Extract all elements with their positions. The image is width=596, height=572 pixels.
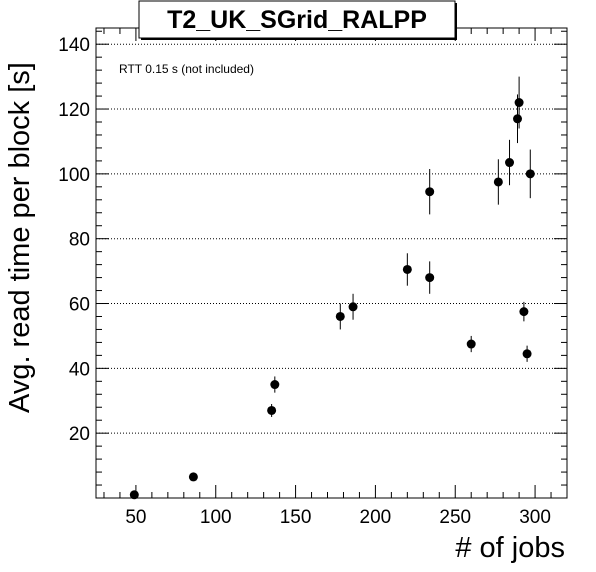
data-points bbox=[129, 76, 535, 500]
data-point bbox=[425, 273, 435, 283]
x-tick-label: 200 bbox=[360, 507, 392, 528]
data-point bbox=[267, 405, 277, 415]
y-tick-label: 20 bbox=[69, 424, 90, 445]
data-point bbox=[522, 349, 532, 359]
chart-title: T2_UK_SGrid_RALPP bbox=[167, 6, 427, 34]
data-point bbox=[505, 158, 515, 168]
plot-frame bbox=[95, 27, 568, 499]
data-point bbox=[514, 98, 524, 108]
y-tick-label: 40 bbox=[69, 359, 90, 380]
y-tick-label: 100 bbox=[58, 165, 90, 186]
data-point bbox=[335, 311, 345, 321]
data-point bbox=[270, 380, 280, 390]
annotation-text: RTT 0.15 s (not included) bbox=[119, 62, 254, 76]
x-tick-label: 150 bbox=[280, 507, 312, 528]
y-tick-label: 140 bbox=[58, 35, 90, 56]
data-point bbox=[188, 472, 198, 482]
y-tick-label: 80 bbox=[69, 230, 90, 251]
y-axis-ticks: 20 40 60 80 100 120 140 bbox=[58, 30, 567, 486]
gridlines bbox=[96, 43, 567, 434]
x-tick-label: 250 bbox=[439, 507, 471, 528]
data-point bbox=[525, 169, 535, 179]
x-tick-label: 100 bbox=[200, 507, 232, 528]
x-tick-label: 50 bbox=[125, 507, 146, 528]
data-point bbox=[402, 264, 412, 274]
title-box bbox=[138, 0, 456, 39]
data-point bbox=[519, 307, 529, 317]
x-axis-ticks: 50 100 150 200 250 300 bbox=[103, 28, 568, 528]
y-tick-label: 60 bbox=[69, 295, 90, 316]
data-point bbox=[129, 490, 139, 500]
data-point bbox=[425, 187, 435, 197]
x-tick-label: 300 bbox=[519, 507, 551, 528]
x-axis-label: # of jobs bbox=[455, 532, 565, 564]
data-point bbox=[466, 339, 476, 349]
y-tick-label: 120 bbox=[58, 100, 90, 121]
data-point bbox=[513, 114, 523, 124]
data-point bbox=[348, 302, 358, 312]
data-point bbox=[493, 177, 503, 187]
y-axis-label: Avg. read time per block [s] bbox=[4, 62, 36, 413]
